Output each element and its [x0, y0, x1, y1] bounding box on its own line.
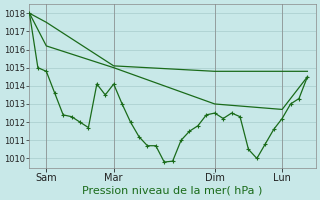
X-axis label: Pression niveau de la mer( hPa ): Pression niveau de la mer( hPa ): [83, 186, 263, 196]
